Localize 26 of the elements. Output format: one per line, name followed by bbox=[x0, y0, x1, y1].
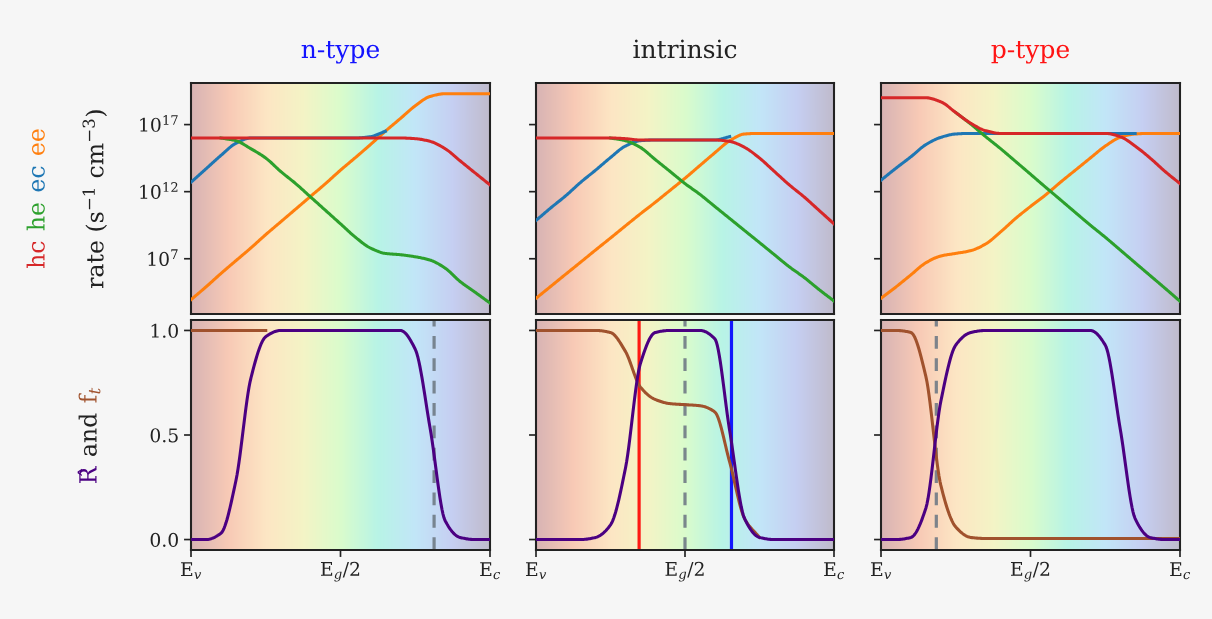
x-tick-label: E$_{c}$ bbox=[480, 562, 501, 580]
x-tick-label: E$_{c}$ bbox=[1170, 562, 1191, 580]
x-tick-label: E$_{g}$/2 bbox=[665, 561, 704, 582]
y-axis-title: rate (s$^{−1}$ cm$^{−3}$) bbox=[82, 110, 107, 289]
text: ec bbox=[31, 166, 45, 192]
x-tick-label: E$_{g}$/2 bbox=[1011, 561, 1050, 582]
x-tick-label: E$_{v}$ bbox=[871, 562, 892, 579]
text: hc bbox=[26, 241, 45, 269]
x-tick-label: E$_{v}$ bbox=[526, 562, 547, 579]
y-tick-label: 1.0 bbox=[151, 323, 178, 338]
chart-title: n-type bbox=[301, 41, 380, 64]
y-tick-label: 10$^{17}$ bbox=[140, 115, 178, 132]
text: ee bbox=[31, 129, 45, 155]
text: f$_{t}$ bbox=[78, 387, 101, 403]
x-tick-label: E$_{v}$ bbox=[181, 562, 202, 579]
y-axis-title: and bbox=[78, 413, 97, 456]
text: R̂ bbox=[77, 465, 97, 483]
x-tick-label: E$_{g}$/2 bbox=[321, 561, 360, 582]
chart-title: intrinsic bbox=[633, 39, 737, 59]
y-tick-label: 10$^{7}$ bbox=[148, 249, 178, 267]
y-tick-label: 0.0 bbox=[150, 532, 178, 547]
text: he bbox=[26, 203, 45, 231]
x-tick-label: E$_{c}$ bbox=[824, 562, 845, 580]
chart-title: p-type bbox=[991, 41, 1069, 64]
y-tick-label: 10$^{12}$ bbox=[140, 182, 178, 199]
y-tick-label: 0.5 bbox=[150, 428, 178, 443]
